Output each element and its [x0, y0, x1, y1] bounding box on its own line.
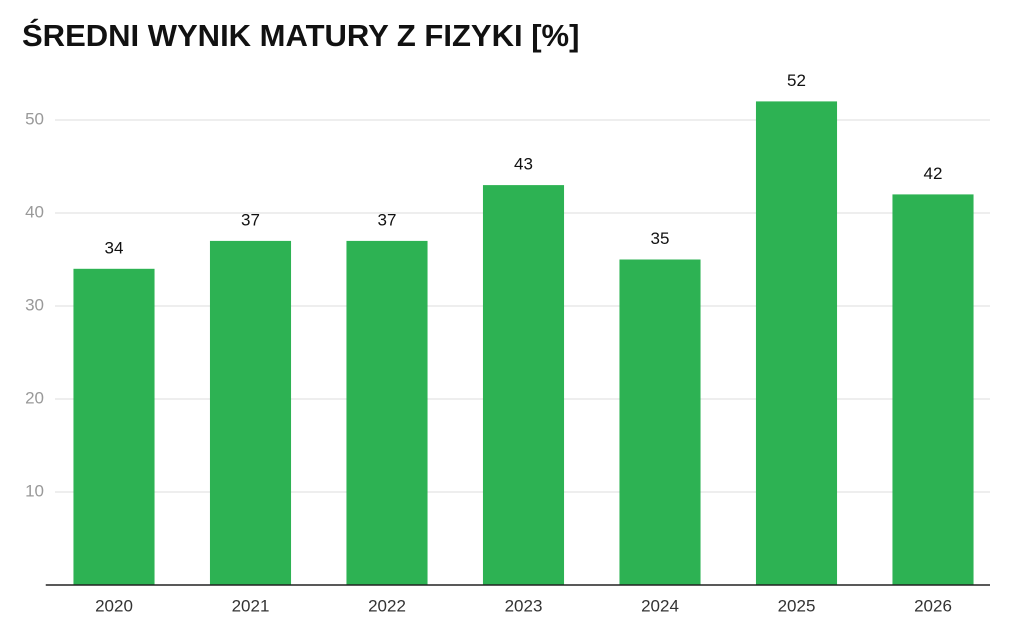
x-tick-label: 2022	[368, 596, 406, 615]
x-tick-label: 2020	[95, 596, 133, 615]
x-tick-label: 2021	[232, 596, 270, 615]
y-tick-label: 30	[25, 295, 44, 314]
value-label: 37	[241, 210, 260, 229]
y-tick-label: 20	[25, 388, 44, 407]
value-label: 43	[514, 155, 533, 174]
x-tick-label: 2026	[914, 596, 952, 615]
bar	[482, 185, 565, 585]
x-tick-label: 2025	[778, 596, 816, 615]
x-tick-label: 2024	[641, 596, 679, 615]
y-tick-label: 40	[25, 202, 44, 221]
y-tick-label: 50	[25, 109, 44, 128]
bar	[346, 240, 428, 585]
bar	[619, 259, 701, 585]
value-label: 42	[924, 164, 943, 183]
bar	[73, 268, 155, 585]
bar	[209, 240, 292, 585]
value-label: 52	[787, 71, 806, 90]
value-label: 35	[651, 229, 670, 248]
y-tick-label: 10	[25, 481, 44, 500]
value-label: 34	[105, 238, 124, 257]
value-label: 37	[378, 210, 397, 229]
chart-title: ŚREDNI WYNIK MATURY Z FIZYKI [%]	[22, 17, 579, 53]
bar	[892, 194, 974, 585]
x-tick-label: 2023	[505, 596, 543, 615]
bar	[755, 101, 838, 586]
